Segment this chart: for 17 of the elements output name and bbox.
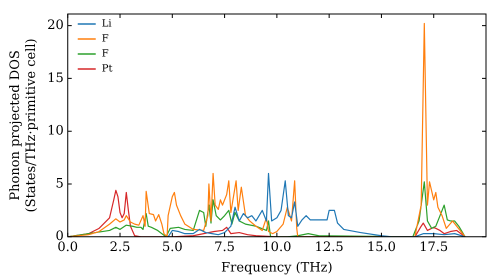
x-tick-label: 15.0 <box>366 240 396 255</box>
x-tick-label: 5.0 <box>162 240 183 255</box>
x-tick-label: 12.5 <box>314 240 344 255</box>
x-tick-label: 10.0 <box>262 240 292 255</box>
y-tick-label: 15 <box>47 70 64 86</box>
y-tick-label: 20 <box>47 18 64 33</box>
x-tick-label: 17.5 <box>419 240 448 255</box>
legend-label: Pt <box>102 64 112 75</box>
y-tick-label: 10 <box>47 124 64 139</box>
legend-label: Li <box>102 18 112 30</box>
x-axis-title: Frequency (THz) <box>221 260 333 276</box>
y-tick-label: 5 <box>55 176 64 192</box>
y-axis-title: Phonon projected DOS (States/THz·primitive cell) <box>8 38 39 212</box>
legend-label: F <box>102 34 109 45</box>
x-tick-label: 7.5 <box>214 240 235 255</box>
x-tick-label: 2.5 <box>110 240 130 255</box>
legend-label: F <box>102 48 109 60</box>
